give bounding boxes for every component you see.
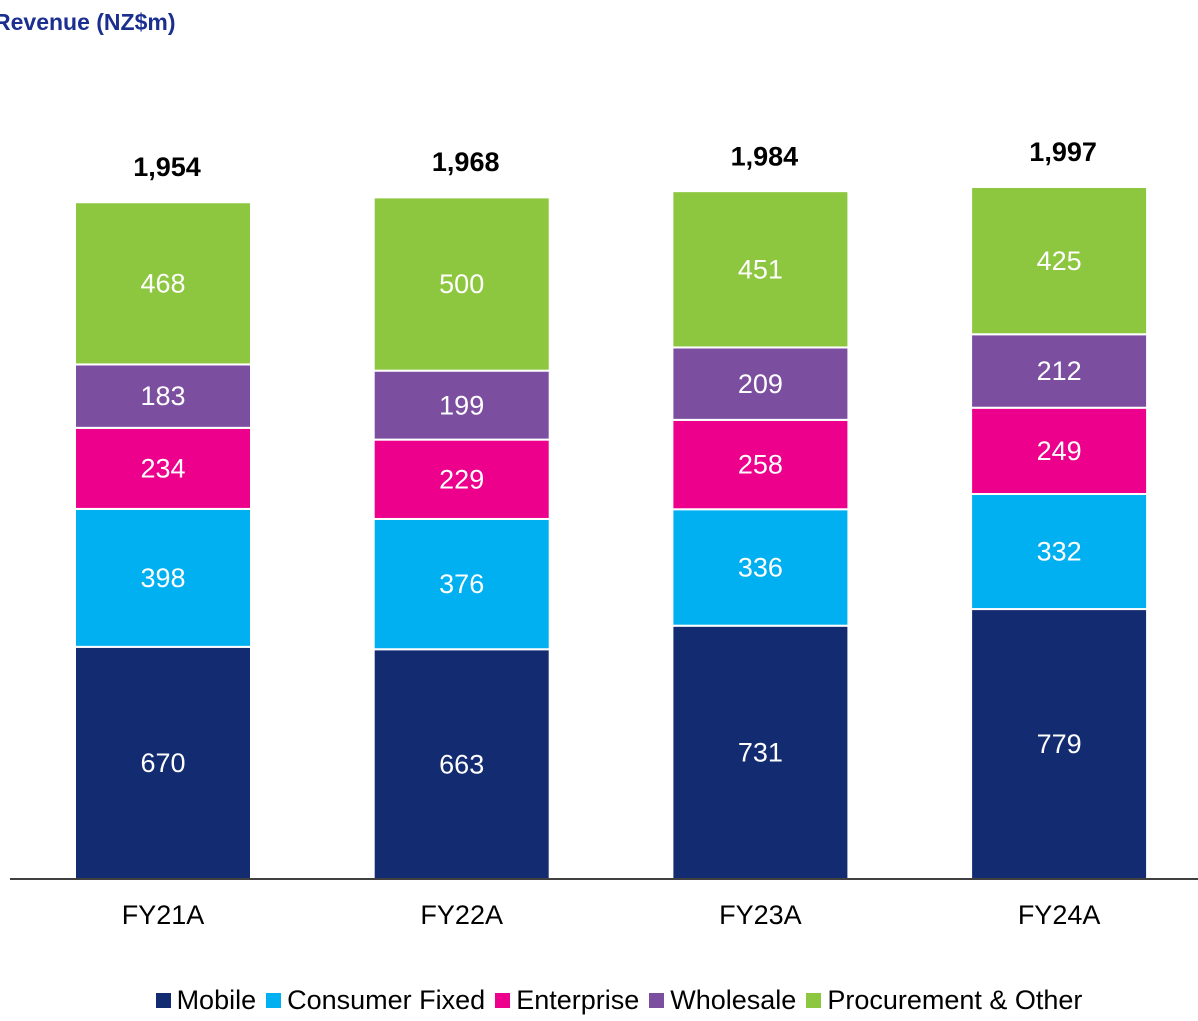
bar-segment	[970, 186, 1149, 336]
segment-label: 670	[140, 748, 185, 778]
bar-segment	[372, 369, 551, 441]
bar-segment	[74, 645, 252, 880]
segment-label: 209	[738, 369, 783, 399]
x-tick-label: FY22A	[420, 900, 503, 930]
bar-segment	[671, 418, 850, 511]
segment-label: 229	[439, 464, 484, 494]
segment-label: 376	[439, 569, 484, 599]
bar-segment	[372, 517, 551, 651]
bar-segment	[671, 624, 850, 880]
total-label: 1,997	[1029, 137, 1097, 167]
segment-label: 258	[738, 450, 783, 480]
bar-segment	[372, 438, 551, 520]
total-label: 1,984	[731, 142, 799, 172]
total-label: 1,954	[133, 152, 201, 182]
segment-label: 199	[439, 390, 484, 420]
segment-label: 451	[738, 254, 783, 284]
total-label: 1,968	[432, 147, 500, 177]
bar-segment	[74, 507, 252, 648]
x-tick-label: FY21A	[122, 900, 205, 930]
segment-label: 212	[1037, 356, 1082, 386]
segment-label: 731	[738, 737, 783, 767]
segment-label: 332	[1037, 537, 1082, 567]
legend-swatch	[266, 993, 282, 1008]
legend-item: Procurement & Other	[806, 985, 1082, 1016]
bar-segment	[372, 196, 551, 372]
bar-segment	[671, 190, 850, 349]
legend-label: Consumer Fixed	[287, 985, 486, 1015]
legend-label: Procurement & Other	[827, 985, 1083, 1015]
segment-label: 663	[439, 749, 484, 779]
legend-item: Consumer Fixed	[266, 985, 485, 1016]
segment-label: 336	[738, 553, 783, 583]
bar-segment	[970, 333, 1149, 409]
segment-label: 500	[439, 269, 484, 299]
x-tick-label: FY24A	[1018, 900, 1101, 930]
legend-item: Enterprise	[495, 985, 639, 1016]
legend-swatch	[806, 993, 822, 1008]
chart-title: Revenue (NZ$m)	[0, 9, 175, 35]
segment-label: 425	[1037, 246, 1082, 276]
bar-segment	[372, 648, 551, 880]
bar-segment	[970, 493, 1149, 611]
x-tick-label: FY23A	[719, 900, 802, 930]
segment-label: 398	[140, 563, 185, 593]
bar-segment	[671, 508, 850, 627]
legend-item: Wholesale	[649, 985, 796, 1016]
bar-segment	[970, 608, 1149, 880]
bar-segment	[970, 406, 1149, 496]
bar-segment	[74, 363, 252, 429]
segment-label: 183	[140, 381, 185, 411]
legend-label: Wholesale	[670, 985, 797, 1015]
legend: Mobile Consumer Fixed Enterprise Wholesale P…	[0, 985, 1198, 1016]
chart: Revenue (NZ$m) 670 398 234 183 468 1,954 FY21A…	[0, 9, 1198, 930]
legend-label: Mobile	[176, 985, 257, 1015]
legend-swatch	[495, 993, 511, 1008]
segment-label: 779	[1037, 729, 1082, 759]
legend-swatch	[649, 993, 665, 1008]
segment-label: 249	[1037, 436, 1082, 466]
bar-segment	[74, 201, 252, 366]
legend-item: Mobile	[155, 985, 257, 1016]
legend-swatch	[155, 993, 171, 1008]
legend-label: Enterprise	[516, 985, 640, 1015]
segment-label: 468	[140, 268, 185, 298]
segment-label: 234	[140, 453, 185, 483]
